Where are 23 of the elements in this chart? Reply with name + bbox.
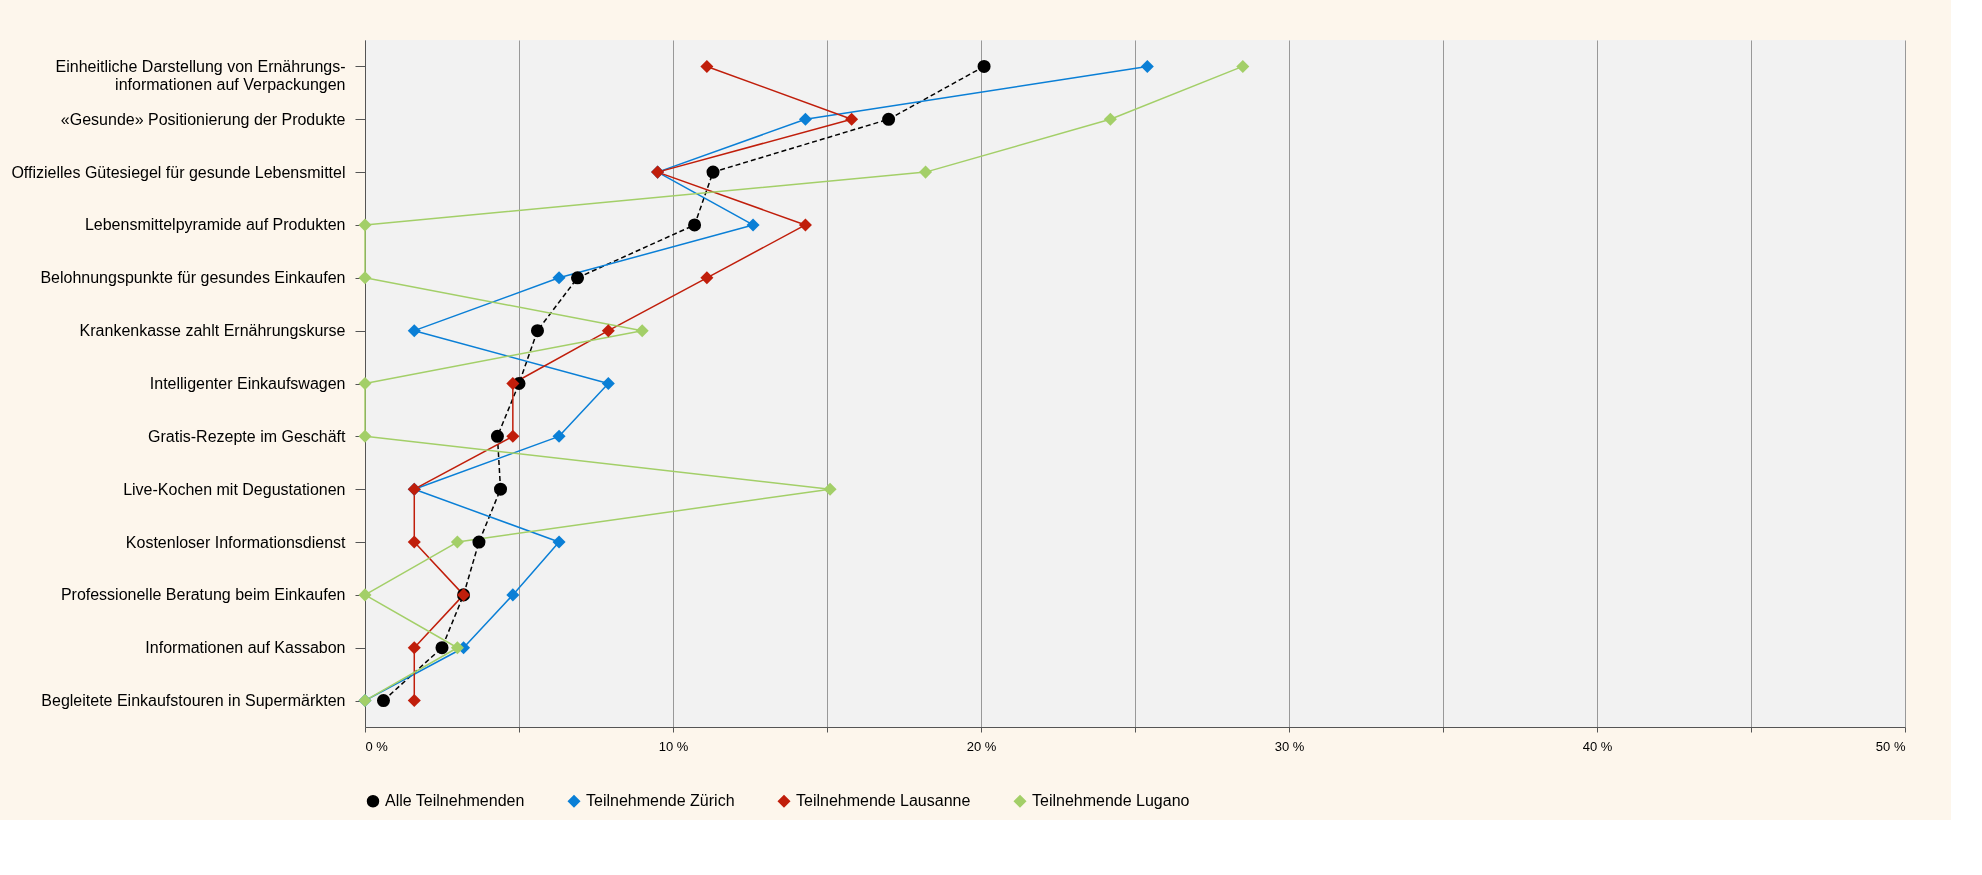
y-tick-label: Informationen auf Kassabon <box>145 639 346 657</box>
y-tick-label: «Gesunde» Positionierung der Produkte <box>60 110 346 128</box>
y-tick-label: Einheitliche Darstellung von Ernährungs- informationen auf Verpackungen <box>55 57 346 93</box>
y-tick-label: Offizielles Gütesiegel für gesunde Lebensmittel <box>11 163 346 181</box>
x-tick-label: 0 % <box>365 738 389 754</box>
y-tick-label: Begleitete Einkaufstouren in Supermärkten <box>41 692 346 710</box>
legend-label: Teilnehmende Lugano <box>1032 792 1190 810</box>
y-tick-label: Belohnungspunkte für gesundes Einkaufen <box>40 269 346 287</box>
legend-label: Teilnehmende Lausanne <box>796 792 971 810</box>
legend-label: Teilnehmende Zürich <box>586 792 735 810</box>
x-tick-label: 30 % <box>1274 738 1305 754</box>
x-tick-label: 40 % <box>1582 738 1613 754</box>
x-tick-label: 10 % <box>658 738 689 754</box>
y-tick-label: Live-Kochen mit Degustationen <box>123 480 346 498</box>
y-tick-label: Gratis-Rezepte im Geschäft <box>148 427 347 445</box>
legend-label: Alle Teilnehmenden <box>385 792 525 810</box>
x-tick-label: 50 % <box>1875 738 1906 754</box>
y-tick-label: Professionelle Beratung beim Einkaufen <box>60 586 346 604</box>
x-tick-label: 20 % <box>966 738 997 754</box>
y-tick-label: Kostenloser Informationsdienst <box>125 533 347 551</box>
y-tick-label: Lebensmittelpyramide auf Produkten <box>84 216 346 234</box>
y-tick-label: Krankenkasse zahlt Ernährungskurse <box>79 322 346 340</box>
y-tick-label: Intelligenter Einkaufswagen <box>149 375 346 392</box>
